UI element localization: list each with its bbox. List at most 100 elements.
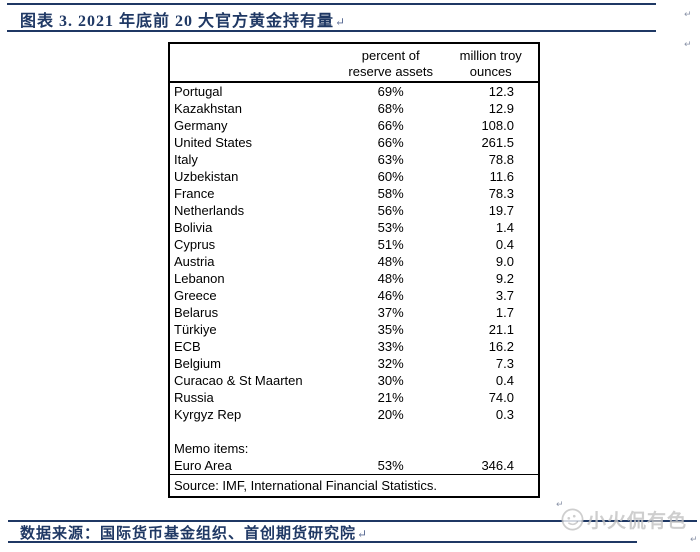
ounces-cell: 0.4 [495,373,514,388]
country-cell: Uzbekistan [174,169,239,184]
return-mark-icon: ↵ [335,15,346,29]
figure-title: 图表 3. 2021 年底前 20 大官方黄金持有量↵ [20,7,660,31]
watermark: 小火侃有色 [560,506,687,533]
table-row: Belarus 37% 1.7 [169,304,539,321]
smiley-face-icon [561,508,584,531]
ounces-cell: 1.7 [495,305,514,320]
return-mark-icon: ↵ [357,527,368,541]
return-mark-icon: ↵ [684,10,692,20]
ounces-cell: 74.0 [488,390,514,405]
ounces-cell: 0.3 [495,407,514,422]
ounces-cell: 1.4 [495,220,514,235]
percent-cell: 53% [377,220,404,235]
table-row: Greece 46% 3.7 [169,287,539,304]
top-rule [7,3,656,5]
ounces-cell: 9.0 [495,254,514,269]
blank-row [169,423,539,440]
percent-cell: 56% [377,203,404,218]
table-row: Türkiye 35% 21.1 [169,321,539,338]
percent-cell: 33% [377,339,404,354]
table-row: Austria 48% 9.0 [169,253,539,270]
ounces-cell: 9.2 [495,271,514,286]
country-cell: Netherlands [174,203,245,218]
country-cell: Kyrgyz Rep [174,407,242,422]
gold-holdings-table: percent of reserve assets million troy o… [168,42,540,498]
table-row: Germany 66% 108.0 [169,117,539,134]
country-cell: Lebanon [174,271,225,286]
percent-cell: 60% [377,169,404,184]
country-column-header [169,43,338,83]
percent-cell: 69% [377,84,404,99]
percent-cell: 20% [377,407,404,422]
percent-cell: 48% [377,254,404,269]
table-row: Bolivia 53% 1.4 [169,219,539,236]
ounces-cell: 3.7 [495,288,514,303]
ounces-cell: 261.5 [481,135,514,150]
ounces-cell: 11.6 [489,169,514,184]
ounces-cell: 108.0 [481,118,514,133]
ounces-cell: 78.3 [488,186,514,201]
table-row: Kazakhstan 68% 12.9 [169,100,539,117]
ounces-column-header: million troy ounces [443,43,539,83]
table-row: Uzbekistan 60% 11.6 [169,168,539,185]
table-row: Portugal 69% 12.3 [169,82,539,100]
country-cell: Greece [174,288,217,303]
percent-cell: 68% [377,101,404,116]
country-cell: Italy [174,152,198,167]
percent-cell [338,440,444,457]
country-cell: Germany [174,118,228,133]
ounces-header-line1: million troy [459,48,522,63]
percent-cell: 66% [377,118,404,133]
country-cell: Austria [174,254,215,269]
country-cell: Portugal [174,84,223,99]
source-note: Source: IMF, International Financial Sta… [169,474,539,497]
percent-header-line2: reserve assets [348,64,433,79]
country-cell: Memo items: [174,441,249,456]
percent-cell: 53% [377,458,404,473]
footer-top-rule [8,520,697,522]
watermark-text: 小火侃有色 [587,511,688,532]
percent-cell: 46% [377,288,404,303]
return-mark-icon: ↵ [684,40,692,50]
euro-area-row: Euro Area 53% 346.4 [169,457,539,475]
table-row: Kyrgyz Rep 20% 0.3 [169,406,539,423]
percent-cell: 32% [377,356,404,371]
country-cell: Belarus [174,305,219,320]
data-source-text: 数据来源：国际货币基金组织、首创期货研究院 [20,526,357,542]
country-cell: United States [174,135,253,150]
country-cell: Euro Area [174,458,232,473]
percent-cell: 66% [377,135,404,150]
header-row: percent of reserve assets million troy o… [169,43,539,83]
country-cell: Cyprus [174,237,216,252]
table-row: Italy 63% 78.8 [169,151,539,168]
return-mark-icon: ↵ [690,535,698,545]
percent-cell: 51% [377,237,404,252]
percent-cell [338,423,444,440]
country-cell [169,423,338,440]
table-row: Cyprus 51% 0.4 [169,236,539,253]
country-cell: France [174,186,215,201]
country-cell: Belgium [174,356,221,371]
table-row: France 58% 78.3 [169,185,539,202]
ounces-cell: 7.3 [495,356,514,371]
country-cell: Türkiye [174,322,217,337]
ounces-cell [443,440,539,457]
table-row: Curacao & St Maarten 30% 0.4 [169,372,539,389]
ounces-cell: 12.3 [488,84,514,99]
percent-cell: 30% [377,373,404,388]
percent-cell: 35% [377,322,404,337]
table-row: United States 66% 261.5 [169,134,539,151]
table-row: Belgium 32% 7.3 [169,355,539,372]
table-row: ECB 33% 16.2 [169,338,539,355]
percent-cell: 63% [377,152,404,167]
country-cell: Kazakhstan [174,101,242,116]
percent-column-header: percent of reserve assets [337,43,444,83]
ounces-cell: 16.2 [488,339,514,354]
country-cell: Curacao & St Maarten [174,373,303,388]
figure-title-text: 图表 3. 2021 年底前 20 大官方黄金持有量 [20,13,335,30]
percent-cell: 48% [377,271,404,286]
source-row: Source: IMF, International Financial Sta… [169,474,539,497]
ounces-cell: 21.1 [488,322,514,337]
percent-cell: 58% [377,186,404,201]
